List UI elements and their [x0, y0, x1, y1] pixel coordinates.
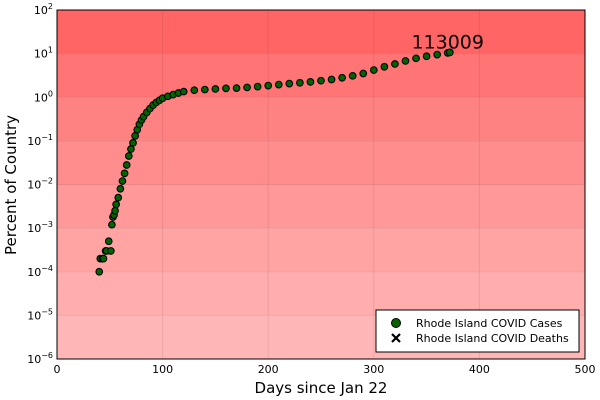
data-point	[275, 81, 282, 88]
data-point	[119, 178, 126, 185]
data-point	[223, 85, 230, 92]
data-point	[191, 87, 198, 94]
legend-cases-label: Rhode Island COVID Cases	[416, 317, 563, 330]
data-point	[360, 70, 367, 77]
annotation-label: 113009	[411, 31, 484, 53]
data-point	[286, 80, 293, 87]
y-tick-label: 10−3	[27, 220, 53, 235]
y-tick-label: 10−6	[27, 351, 53, 366]
data-point	[254, 83, 261, 90]
data-point	[423, 53, 430, 60]
y-tick-label: 10−2	[27, 177, 53, 192]
y-tick-label: 10−5	[27, 307, 53, 322]
data-point	[381, 63, 388, 70]
data-point	[413, 55, 420, 62]
background-band	[57, 185, 585, 229]
x-tick-label: 100	[152, 363, 173, 376]
background-band	[57, 228, 585, 272]
data-point	[96, 268, 103, 275]
y-axis-label: Percent of Country	[2, 115, 20, 255]
background-band	[57, 272, 585, 316]
background-band	[57, 141, 585, 185]
x-tick-label: 200	[258, 363, 279, 376]
data-point	[126, 153, 133, 160]
data-point	[328, 76, 335, 83]
x-axis-label: Days since Jan 22	[255, 379, 388, 397]
data-point	[371, 67, 378, 74]
data-point	[202, 86, 209, 93]
x-axis-ticks: 0 100 200 300 400 500	[54, 363, 596, 376]
data-point	[318, 77, 325, 84]
data-point	[233, 85, 240, 92]
data-point	[128, 146, 135, 153]
data-point	[349, 73, 356, 80]
x-tick-label: 400	[469, 363, 490, 376]
y-axis-ticks: 10−6 10−5 10−4 10−3 10−2 10−1 100 101 102	[27, 2, 53, 366]
y-tick-label: 101	[34, 46, 53, 61]
x-tick-label: 500	[575, 363, 596, 376]
y-tick-label: 10−4	[27, 264, 53, 279]
background-band	[57, 54, 585, 98]
data-point	[392, 61, 399, 68]
data-point	[112, 207, 119, 214]
data-point	[113, 201, 120, 208]
data-point	[244, 84, 251, 91]
x-tick-label: 0	[54, 363, 61, 376]
legend-cases-marker	[392, 319, 401, 328]
y-tick-label: 10−1	[27, 133, 53, 148]
x-tick-label: 300	[363, 363, 384, 376]
data-point	[123, 162, 130, 169]
data-point	[115, 194, 122, 201]
y-tick-label: 100	[34, 89, 53, 104]
data-point	[402, 58, 409, 65]
data-point	[265, 82, 272, 89]
data-point	[108, 248, 115, 255]
data-point	[130, 140, 137, 147]
data-point	[100, 255, 107, 262]
data-point	[121, 170, 128, 177]
data-point	[117, 185, 124, 192]
data-point	[339, 74, 346, 81]
data-point	[105, 238, 112, 245]
legend-deaths-label: Rhode Island COVID Deaths	[416, 332, 569, 345]
data-point	[297, 79, 304, 86]
y-tick-label: 102	[34, 2, 53, 17]
background-band	[57, 10, 585, 54]
data-point	[307, 79, 314, 86]
data-point	[212, 86, 219, 93]
data-point	[180, 88, 187, 95]
data-point	[109, 221, 116, 228]
data-point	[132, 133, 139, 140]
legend: Rhode Island COVID Cases Rhode Island CO…	[376, 310, 579, 352]
